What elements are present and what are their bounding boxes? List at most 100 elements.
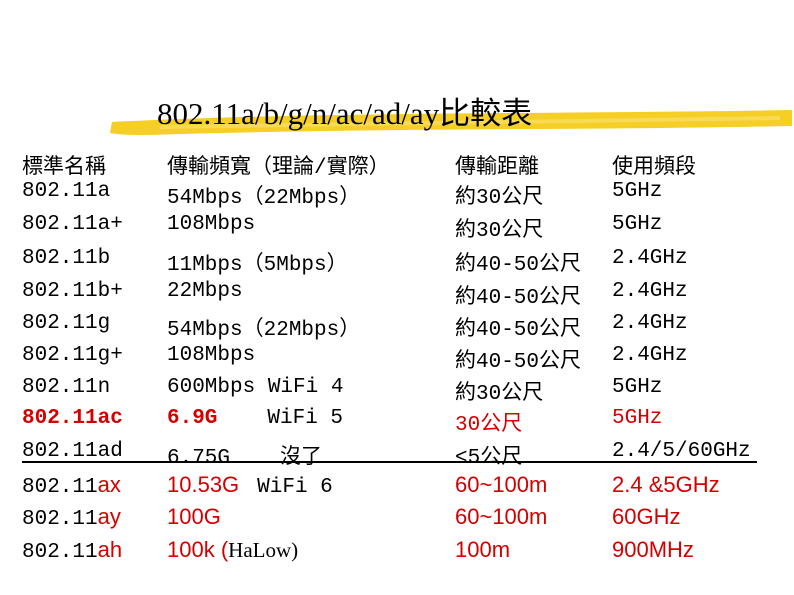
table-cell: 802.11ad [22, 440, 123, 463]
table-row: 802.11g+ 108Mbps 約40-50公尺 2.4GHz [0, 344, 794, 374]
cell-text: 約40-50公尺 [455, 254, 582, 277]
cell-text: 10.53G [167, 472, 240, 497]
cell-text: 60~100m [455, 504, 548, 529]
cell-text: 802.11g [22, 312, 111, 335]
cell-text: ah [97, 537, 123, 562]
table-cell: 802.11b [22, 247, 110, 270]
table-cell: 802.11a+ [22, 213, 123, 236]
cell-text: 802.11ac [22, 407, 123, 430]
table-row: 802.11b 11Mbps（5Mbps） 約40-50公尺 2.4GHz [0, 247, 794, 277]
table-row: 802.11ad 6.75G 沒了 <5公尺 2.4/5/60GHz [0, 440, 794, 470]
table-row: 802.11b+ 22Mbps 約40-50公尺 2.4GHz [0, 280, 794, 310]
cell-text: 約40-50公尺 [455, 319, 582, 342]
table-cell: 約40-50公尺 [455, 344, 581, 374]
table-cell: 5GHz [612, 376, 662, 399]
cell-text: 標準名稱 [22, 157, 106, 180]
table-cell: 802.11g [22, 312, 110, 335]
table-cell: 30公尺 [455, 407, 522, 437]
cell-text: ax [97, 472, 121, 497]
cell-text: 5GHz [612, 213, 663, 236]
table-cell: 60~100m [455, 504, 547, 531]
table-cell: 使用頻段 [612, 150, 696, 180]
cell-text: 約40-50公尺 [455, 287, 582, 310]
cell-text: 802.11ad [22, 440, 123, 463]
table-cell: 傳輸距離 [455, 150, 539, 180]
cell-text: 100G [167, 504, 221, 529]
table-cell: 60~100m [455, 472, 547, 499]
cell-text: WiFi 5 [267, 407, 344, 430]
table-cell: 108Mbps [167, 344, 255, 367]
table-row: 802.11a 54Mbps（22Mbps） 約30公尺 5GHz [0, 180, 794, 210]
cell-text: 802.11b [22, 247, 111, 270]
cell-text: 108Mbps [167, 344, 256, 367]
table-cell: 22Mbps [167, 280, 243, 303]
cell-text: 802.11a [22, 180, 111, 203]
cell-text: 2.4GHz [612, 247, 688, 270]
table-cell: 10.53G WiFi 6 [167, 472, 333, 499]
table-cell: <5公尺 [455, 440, 522, 470]
cell-text: 2.4 &5GHz [612, 472, 720, 497]
table-cell: 2.4GHz [612, 312, 688, 335]
table-cell: 11Mbps（5Mbps） [167, 247, 348, 277]
table-cell: 802.11a [22, 180, 110, 203]
table-cell: 802.11ax [22, 472, 121, 499]
table-cell: 108Mbps [167, 213, 255, 236]
cell-text: 傳輸距離 [455, 157, 539, 180]
cell-text: HaLow) [228, 538, 299, 562]
cell-text: 802.11b+ [22, 280, 123, 303]
table-cell: 2.4GHz [612, 344, 688, 367]
table-row: 802.11ac 6.9G WiFi 5 30公尺 5GHz [0, 407, 794, 437]
cell-text: 802.11n [22, 376, 111, 399]
table-cell: 100G [167, 504, 221, 531]
cell-text: 5GHz [612, 376, 663, 399]
table-cell: 600Mbps WiFi 4 [167, 376, 343, 399]
cell-text: ay [97, 504, 121, 529]
table-row: 標準名稱 傳輸頻寬（理論/實際） 傳輸距離 使用頻段 [0, 150, 794, 180]
cell-text: 600Mbps WiFi 4 [167, 376, 344, 399]
cell-text: 60GHz [612, 504, 681, 529]
cell-text: 802.11 [22, 541, 98, 564]
cell-text: 2.4GHz [612, 312, 688, 335]
cell-text: 約40-50公尺 [455, 351, 582, 374]
table-row: 802.11ay 100G 60~100m 60GHz [0, 504, 794, 534]
slide-title: 802.11a/b/g/n/ac/ad/ay比較表 [157, 96, 533, 131]
table-cell: 802.11g+ [22, 344, 123, 367]
table-cell: 2.4GHz [612, 280, 688, 303]
table-cell: 2.4GHz [612, 247, 688, 270]
cell-text: 5GHz [612, 407, 663, 430]
cell-text: 60~100m [455, 472, 548, 497]
cell-text: 802.11a+ [22, 213, 123, 236]
cell-text: 22Mbps [167, 280, 243, 303]
cell-text: 802.11g+ [22, 344, 123, 367]
cell-text: 約30公尺 [455, 220, 544, 243]
cell-text: 約30公尺 [455, 383, 544, 406]
cell-text: 108Mbps [167, 213, 256, 236]
cell-text: 使用頻段 [612, 157, 696, 180]
table-cell: 約40-50公尺 [455, 312, 581, 342]
table-row: 802.11n 600Mbps WiFi 4 約30公尺 5GHz [0, 376, 794, 406]
cell-text: 54Mbps（22Mbps） [167, 187, 361, 210]
table-cell: 5GHz [612, 213, 662, 236]
cell-text: 11Mbps（5Mbps） [167, 254, 348, 277]
table-cell: 802.11b+ [22, 280, 123, 303]
table-cell: 傳輸頻寬（理論/實際） [167, 150, 390, 180]
cell-text: 100m [455, 537, 511, 562]
cell-text: WiFi 6 [257, 476, 333, 499]
cell-text: 2.4GHz [612, 344, 688, 367]
table-cell: 約40-50公尺 [455, 247, 581, 277]
cell-text: 802.11 [22, 476, 98, 499]
cell-text: 5GHz [612, 180, 663, 203]
cell-text: 傳輸頻寬（理論/實際） [167, 157, 390, 180]
cell-text: 54Mbps（22Mbps） [167, 319, 361, 342]
table-cell: 2.4 &5GHz [612, 472, 720, 499]
table-cell: 802.11ac [22, 407, 123, 430]
cell-text: <5公尺 [455, 447, 523, 470]
table-cell: 約40-50公尺 [455, 280, 581, 310]
table-cell: 5GHz [612, 180, 662, 203]
cell-text: 約30公尺 [455, 187, 544, 210]
table-cell: 900MHz [612, 537, 694, 564]
cell-text: 900MHz [612, 537, 694, 562]
cell-text: 6.9G [167, 407, 218, 430]
cell-text: 802.11 [22, 508, 98, 531]
